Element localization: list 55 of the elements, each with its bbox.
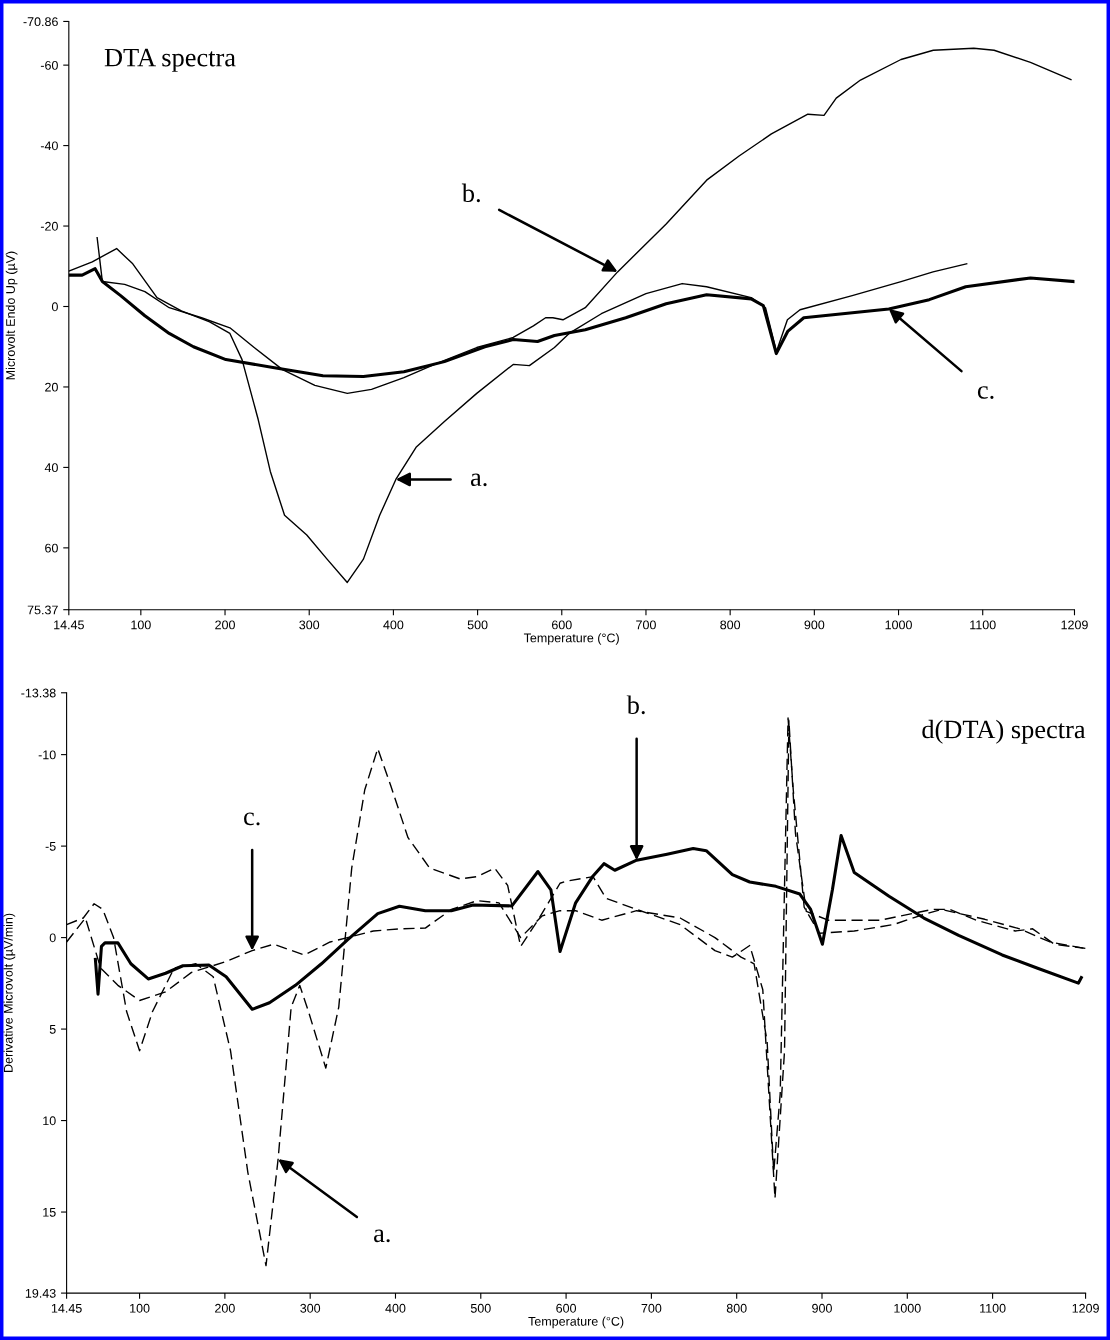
x-tick-label: 1209 [1072, 1303, 1099, 1313]
y-tick-label: -60 [40, 60, 58, 70]
y-tick-label: 60 [45, 543, 58, 553]
x-tick-label: 700 [636, 620, 656, 630]
y-tick-label: 5 [49, 1025, 56, 1034]
y-tick-label: -40 [40, 141, 58, 151]
annotation: a. [470, 473, 487, 487]
x-tick-label: 800 [726, 1303, 747, 1313]
x-tick-label: 1000 [894, 1303, 921, 1313]
y-tick-label: 0 [51, 302, 58, 312]
annotation: a. [374, 1229, 390, 1243]
x-tick-label: 100 [131, 620, 151, 630]
y-tick-label: -70.86 [23, 17, 58, 27]
y-tick-label: 40 [44, 463, 58, 473]
x-tick-label: 600 [551, 620, 572, 630]
y-tick-label: -10 [38, 750, 56, 760]
x-tick-label: 1209 [1061, 620, 1088, 630]
text: d(DTA) spectra [922, 719, 1086, 744]
y-tick-label: -20 [40, 221, 58, 231]
annotation: c. [244, 812, 260, 826]
x-axis-title: Temperature (°C) [523, 633, 619, 645]
x-tick-label: 1100 [970, 620, 996, 630]
x-tick-label: 900 [812, 1303, 832, 1313]
y-tick-label: 15 [43, 1207, 56, 1217]
x-tick-label: 14.45 [54, 620, 84, 630]
x-tick-label: 500 [467, 620, 488, 630]
x-tick-label: 700 [641, 1303, 662, 1313]
x-tick-label: 200 [215, 620, 235, 630]
y-tick-label: 19.43 [25, 1288, 56, 1298]
y-tick-label: -13.38 [21, 688, 56, 698]
x-tick-label: 600 [556, 1303, 577, 1313]
x-tick-label: 14.45 [51, 1303, 82, 1313]
y-tick-label: 0 [49, 933, 56, 943]
text: DTA spectra [104, 48, 236, 72]
x-tick-label: 1000 [885, 620, 912, 630]
y-axis-title: Derivative Microvolt (µV/min) [3, 913, 16, 1072]
x-tick-label: 300 [299, 620, 320, 630]
x-tick-label: 400 [383, 620, 404, 630]
y-tick-label: 75.37 [27, 605, 58, 615]
x-tick-label: 100 [130, 1303, 150, 1313]
y-tick-label: 20 [45, 382, 58, 392]
x-tick-label: 200 [215, 1303, 235, 1313]
annotation: b. [626, 695, 645, 715]
x-tick-label: 1100 [980, 1303, 1006, 1313]
x-tick-label: 500 [470, 1303, 491, 1313]
y-tick-label: 10 [43, 1116, 56, 1126]
annotation: b. [461, 183, 480, 203]
x-tick-label: 300 [300, 1303, 321, 1313]
annotation: c. [977, 386, 994, 399]
x-tick-label: 900 [804, 620, 825, 630]
x-tick-label: 800 [720, 620, 741, 630]
x-tick-label: 400 [385, 1303, 406, 1313]
y-tick-label: -5 [45, 842, 56, 851]
x-axis-title: Temperature (°C) [528, 1316, 624, 1329]
y-axis-title: Microvolt Endo Up (µV) [5, 251, 18, 380]
